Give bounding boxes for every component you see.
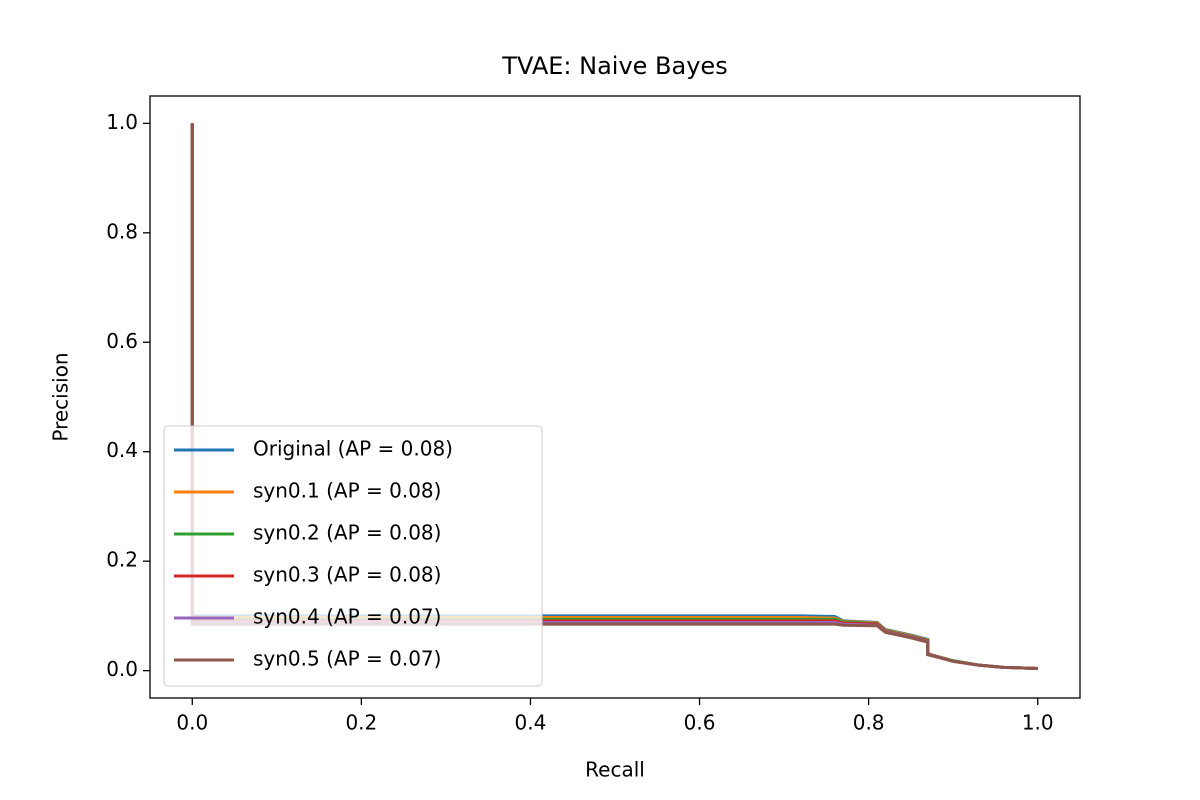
- legend-label: syn0.4 (AP = 0.07): [253, 605, 441, 629]
- y-tick-label: 0.6: [106, 329, 138, 353]
- x-tick-label: 0.4: [515, 711, 547, 735]
- x-tick-label: 0.6: [684, 711, 716, 735]
- y-tick-label: 1.0: [106, 110, 138, 134]
- x-tick-label: 0.2: [345, 711, 377, 735]
- legend-box: [163, 425, 543, 687]
- plot-frame: [149, 95, 1081, 699]
- legend-label: syn0.1 (AP = 0.08): [253, 479, 441, 503]
- legend-label: syn0.2 (AP = 0.08): [253, 521, 441, 545]
- legend-label: Original (AP = 0.08): [253, 437, 453, 461]
- y-tick-label: 0.2: [106, 548, 138, 572]
- y-axis-label: Precision: [49, 352, 73, 441]
- legend: Original (AP = 0.08) syn0.1 (AP = 0.08) sy…: [163, 425, 543, 687]
- legend-label: syn0.5 (AP = 0.07): [253, 647, 441, 671]
- x-tick-label: 1.0: [1022, 711, 1054, 735]
- x-tick-label: 0.8: [853, 711, 885, 735]
- y-tick-label: 0.8: [106, 219, 138, 243]
- x-axis-label: Recall: [585, 758, 645, 782]
- y-tick-label: 0.0: [106, 657, 138, 681]
- chart-title: TVAE: Naive Bayes: [501, 52, 727, 80]
- y-tick-label: 0.4: [106, 438, 138, 462]
- legend-label: syn0.3 (AP = 0.08): [253, 563, 441, 587]
- x-tick-label: 0.0: [176, 711, 208, 735]
